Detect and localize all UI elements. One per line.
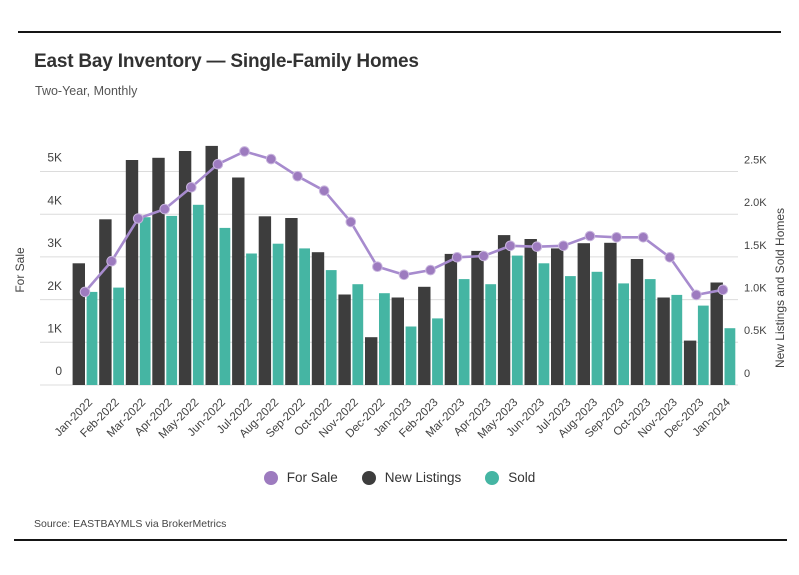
source-note: Source: EASTBAYMLS via BrokerMetrics bbox=[34, 518, 227, 530]
svg-text:New Listings and Sold Homes: New Listings and Sold Homes bbox=[773, 208, 787, 368]
legend-item-for-sale: For Sale bbox=[263, 470, 338, 485]
svg-text:3K: 3K bbox=[47, 236, 62, 250]
left-axis-ticks: 0 1K 2K 3K 4K 5K bbox=[47, 151, 62, 379]
chart-subtitle: Two-Year, Monthly bbox=[35, 84, 138, 98]
chart-legend: For Sale New Listings Sold bbox=[0, 470, 799, 485]
bottom-divider bbox=[14, 539, 787, 541]
svg-text:0: 0 bbox=[55, 364, 62, 378]
svg-text:1K: 1K bbox=[47, 321, 62, 335]
svg-text:1.5K: 1.5K bbox=[744, 240, 767, 252]
chart-title: East Bay Inventory — Single-Family Homes bbox=[34, 51, 419, 72]
bars-sold bbox=[86, 204, 736, 385]
right-axis-ticks: 0 0.5K 1.0K 1.5K 2.0K 2.5K bbox=[744, 154, 767, 380]
svg-text:2K: 2K bbox=[47, 279, 62, 293]
for-sale-swatch-icon bbox=[263, 470, 278, 485]
svg-text:For Sale: For Sale bbox=[13, 247, 27, 293]
top-divider bbox=[18, 31, 781, 33]
axis-titles: For Sale New Listings and Sold Homes bbox=[13, 208, 787, 368]
legend-item-new-listings: New Listings bbox=[361, 470, 462, 485]
x-axis-ticks: Jan-2022Feb-2022Mar-2022Apr-2022May-2022… bbox=[53, 396, 734, 441]
for-sale-markers bbox=[79, 146, 729, 301]
legend-item-sold: Sold bbox=[485, 470, 535, 485]
legend-label-for-sale: For Sale bbox=[286, 470, 338, 485]
sold-swatch-icon bbox=[485, 470, 500, 485]
inventory-chart: 0 1K 2K 3K 4K 5K 0 0.5K 1.0K 1.5K 2.0K 2.5K For Sale… bbox=[13, 145, 787, 441]
svg-text:2.0K: 2.0K bbox=[744, 197, 767, 209]
legend-label-new-listings: New Listings bbox=[384, 470, 462, 485]
svg-text:5K: 5K bbox=[47, 151, 62, 165]
new-listings-swatch-icon bbox=[361, 470, 376, 485]
legend-label-sold: Sold bbox=[508, 470, 536, 485]
svg-text:2.5K: 2.5K bbox=[744, 154, 767, 166]
svg-text:4K: 4K bbox=[47, 193, 62, 207]
svg-text:0: 0 bbox=[744, 368, 750, 380]
svg-text:1.0K: 1.0K bbox=[744, 283, 767, 295]
svg-text:0.5K: 0.5K bbox=[744, 325, 767, 337]
